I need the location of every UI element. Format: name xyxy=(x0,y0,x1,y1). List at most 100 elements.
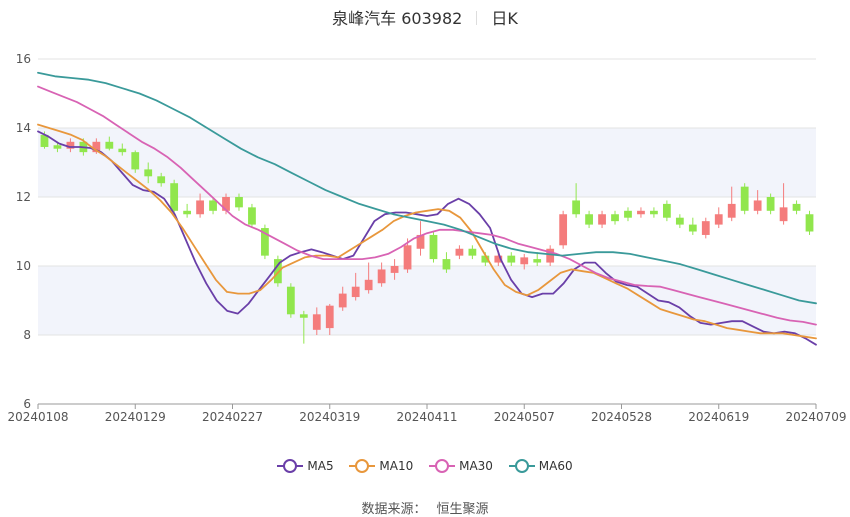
candle-down xyxy=(533,259,542,263)
candle-down xyxy=(209,200,217,211)
candles xyxy=(40,131,814,344)
x-tick-label: 20240319 xyxy=(299,410,360,424)
candle-down xyxy=(611,214,619,222)
grid-bands xyxy=(38,128,816,335)
candle-down xyxy=(299,314,308,318)
series-line-ma60 xyxy=(37,71,817,305)
candle-down xyxy=(650,210,658,215)
candle-up xyxy=(325,305,334,329)
grid-lines xyxy=(38,58,816,405)
x-axis: 20240108 20240129 20240227 20240319 20240411… xyxy=(7,403,847,424)
series-line-ma10 xyxy=(37,123,817,340)
candle-down xyxy=(792,203,801,211)
legend-label: MA60 xyxy=(538,459,573,473)
x-tick-label: 20240709 xyxy=(785,410,846,424)
candle-down xyxy=(675,217,684,225)
candle-down xyxy=(144,169,153,177)
candle-down xyxy=(740,186,749,211)
candle-up xyxy=(455,248,464,256)
candle-down xyxy=(429,234,438,260)
candle-up xyxy=(598,214,606,225)
period-label[interactable]: 日K xyxy=(491,9,518,28)
legend-item-ma60[interactable]: MA60 xyxy=(508,459,573,473)
x-tick-label: 20240108 xyxy=(7,410,68,424)
candle-up xyxy=(520,257,529,265)
candle-down xyxy=(766,197,775,211)
legend-item-ma5[interactable]: MA5 xyxy=(277,459,334,473)
x-tick-label: 20240411 xyxy=(396,410,457,424)
chart-title: 泉峰汽车 603982 日K xyxy=(0,5,850,29)
series-line-ma30 xyxy=(37,85,817,326)
title-separator xyxy=(476,11,478,25)
candle-down xyxy=(507,255,516,263)
y-tick-label: 12 xyxy=(16,190,31,204)
candle-up xyxy=(66,141,75,149)
series-line-ma5 xyxy=(37,130,817,346)
candle-down xyxy=(688,224,697,232)
candle-down xyxy=(624,210,632,218)
candle-down xyxy=(53,145,62,149)
stock-title: 泉峰汽车 603982 xyxy=(332,9,463,28)
candle-down xyxy=(442,259,451,270)
candle-down xyxy=(105,141,114,149)
legend-label: MA10 xyxy=(379,459,414,473)
candle-down xyxy=(118,148,127,153)
candle-down xyxy=(662,203,671,218)
candle-down xyxy=(261,228,269,256)
candle-up xyxy=(559,214,568,246)
x-tick-label: 20240129 xyxy=(105,410,166,424)
candle-up xyxy=(351,286,360,298)
candle-down xyxy=(248,207,256,225)
candle-up xyxy=(312,314,321,330)
legend-swatch-ma60 xyxy=(508,459,535,473)
source-provider: 恒生聚源 xyxy=(436,502,489,517)
candle-down xyxy=(585,214,593,225)
candle-down xyxy=(40,134,49,147)
candle-up xyxy=(403,245,412,270)
legend-swatch-ma30 xyxy=(429,459,456,473)
candle-up xyxy=(364,279,373,291)
legend-swatch-ma5 xyxy=(277,459,304,473)
legend-swatch-ma10 xyxy=(349,459,376,473)
candle-up xyxy=(637,210,645,215)
legend-label: MA30 xyxy=(459,459,493,473)
candle-up xyxy=(727,203,736,218)
candle-up xyxy=(92,141,101,153)
y-tick-label: 8 xyxy=(23,328,31,342)
candle-up xyxy=(196,200,204,215)
source-label: 数据来源： xyxy=(361,502,427,517)
candle-up xyxy=(779,207,788,222)
candle-up xyxy=(222,197,230,211)
candle-down xyxy=(805,214,814,232)
candle-up xyxy=(390,266,399,273)
y-tick-label: 16 xyxy=(16,52,31,66)
x-tick-label: 20240528 xyxy=(591,410,652,424)
candle-down xyxy=(183,210,192,215)
y-axis: 6 8 10 12 14 16 xyxy=(16,52,31,411)
candle-up xyxy=(416,234,425,249)
candle-down xyxy=(131,152,140,170)
legend-item-ma30[interactable]: MA30 xyxy=(429,459,493,473)
candle-down xyxy=(286,286,295,315)
candle-down xyxy=(273,259,282,284)
legend-label: MA5 xyxy=(307,459,334,473)
candle-down xyxy=(468,248,477,256)
y-tick-label: 14 xyxy=(16,121,31,135)
candle-down xyxy=(235,197,243,208)
x-tick-label: 20240619 xyxy=(688,410,749,424)
moving-average-lines xyxy=(37,71,817,346)
x-tick-label: 20240227 xyxy=(202,410,263,424)
candle-up xyxy=(377,269,386,284)
candle-down xyxy=(481,255,490,263)
candle-up xyxy=(494,255,503,263)
x-tick-label: 20240507 xyxy=(494,410,555,424)
candle-down xyxy=(170,183,179,211)
legend-item-ma10[interactable]: MA10 xyxy=(349,459,413,473)
data-source: 数据来源： 恒生聚源 xyxy=(0,498,850,517)
candle-down xyxy=(157,176,166,184)
candle-up xyxy=(546,248,555,263)
grid-band xyxy=(38,128,816,197)
candle-up xyxy=(701,221,710,235)
candle-up xyxy=(714,214,723,225)
